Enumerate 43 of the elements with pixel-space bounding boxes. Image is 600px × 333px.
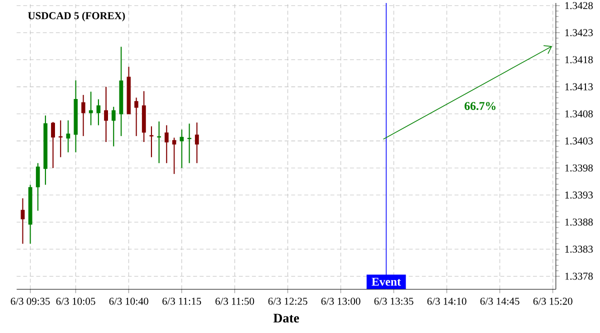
y-tick-label: 1.3413 (565, 83, 593, 90)
candlestick (58, 120, 63, 158)
x-axis-title: Date (273, 314, 300, 322)
x-tick-label: 6/3 14:10 (427, 298, 466, 305)
y-tick-label: 1.3428 (565, 2, 593, 10)
candlestick (104, 86, 108, 142)
y-tick-label: 1.3418 (565, 56, 593, 64)
candlestick (66, 120, 70, 153)
candlestick (172, 137, 176, 174)
x-tick-label: 6/3 11:15 (162, 298, 202, 305)
candlestick (36, 162, 40, 212)
candlestick (112, 106, 116, 147)
candlestick (134, 96, 138, 136)
x-tick-label: 6/3 13:00 (321, 298, 360, 305)
x-tick-label: 6/3 13:35 (374, 298, 414, 305)
candlestick (180, 128, 184, 168)
candlestick (157, 120, 162, 164)
x-tick-label: 6/3 11:50 (216, 298, 254, 305)
candlestick (187, 122, 192, 164)
ref-line-label: Event (372, 278, 401, 286)
x-tick-label: 6/3 15:20 (533, 298, 572, 305)
text: USDCAD 5 (FOREX) (28, 12, 125, 22)
y-tick-label: 1.3398 (565, 164, 593, 172)
candlestick (96, 98, 100, 126)
x-tick-label: 6/3 10:05 (56, 298, 96, 305)
candlestick (88, 91, 93, 126)
y-tick-label: 1.3393 (565, 191, 593, 198)
y-tick-label: 1.3408 (565, 110, 593, 118)
annotation: 66.7% (464, 102, 496, 110)
y-tick-label: 1.3403 (565, 137, 593, 144)
y-tick-label: 1.3383 (565, 245, 593, 253)
candlestick (164, 124, 169, 164)
candlestick (150, 126, 154, 158)
x-tick-label: 6/3 10:40 (109, 298, 148, 305)
y-tick-label: 1.3423 (565, 29, 593, 36)
candlestick (51, 121, 55, 168)
x-tick-label: 6/3 12:25 (268, 298, 308, 305)
y-tick-label: 1.3378 (565, 272, 593, 280)
x-tick-label: 6/3 14:45 (480, 298, 520, 305)
candlestick (194, 122, 199, 164)
candlestick (81, 94, 86, 136)
y-tick-label: 1.3388 (565, 218, 593, 226)
x-tick-label: 6/3 09:35 (10, 298, 50, 305)
